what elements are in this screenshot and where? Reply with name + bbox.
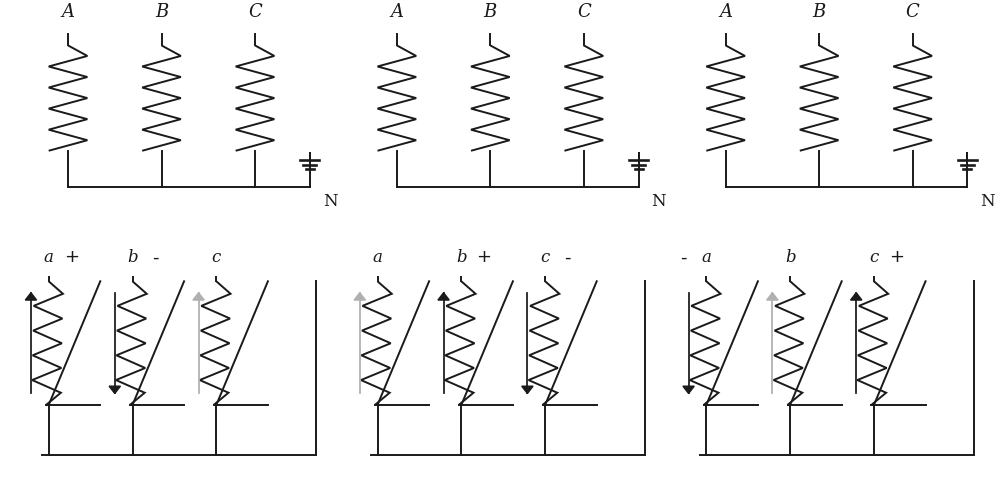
Text: -: - (152, 248, 158, 265)
Text: b: b (456, 249, 467, 265)
Text: a: a (701, 249, 711, 265)
Text: a: a (373, 249, 382, 265)
Text: -: - (564, 248, 571, 265)
Polygon shape (438, 293, 449, 301)
Text: A: A (719, 3, 732, 21)
Text: +: + (889, 248, 904, 265)
Text: b: b (127, 249, 138, 265)
Polygon shape (354, 293, 365, 301)
Polygon shape (683, 386, 694, 394)
Text: N: N (652, 193, 666, 209)
Polygon shape (522, 386, 533, 394)
Text: A: A (62, 3, 75, 21)
Text: B: B (155, 3, 168, 21)
Text: B: B (813, 3, 826, 21)
Text: +: + (476, 248, 491, 265)
Text: -: - (680, 248, 687, 265)
Text: C: C (248, 3, 262, 21)
Text: c: c (541, 249, 550, 265)
Text: N: N (323, 193, 337, 209)
Polygon shape (851, 293, 862, 301)
Text: N: N (980, 193, 995, 209)
Text: A: A (390, 3, 403, 21)
Text: c: c (869, 249, 879, 265)
Text: +: + (64, 248, 79, 265)
Text: b: b (785, 249, 795, 265)
Text: C: C (906, 3, 920, 21)
Text: c: c (212, 249, 221, 265)
Text: C: C (577, 3, 591, 21)
Polygon shape (767, 293, 778, 301)
Polygon shape (109, 386, 120, 394)
Polygon shape (25, 293, 37, 301)
Text: B: B (484, 3, 497, 21)
Polygon shape (193, 293, 204, 301)
Text: a: a (44, 249, 54, 265)
